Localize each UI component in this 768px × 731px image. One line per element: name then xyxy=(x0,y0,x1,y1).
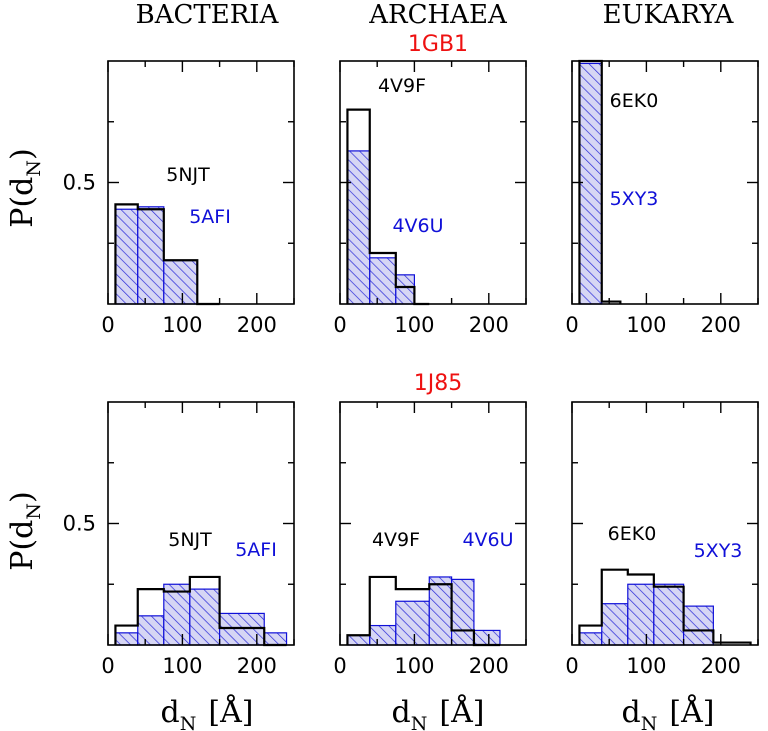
blue-series-label: 5XY3 xyxy=(694,540,743,562)
x-axis-label-text: d xyxy=(622,695,641,730)
blue-series-label: 5XY3 xyxy=(610,188,659,210)
black-series-label: 6EK0 xyxy=(608,523,657,545)
x-tick-label: 0 xyxy=(333,654,346,678)
blue-series-label: 4V6U xyxy=(462,529,513,551)
x-axis-label-unit: [Å] xyxy=(208,694,253,730)
blue-histogram-bar xyxy=(601,603,629,646)
x-tick-label: 0 xyxy=(101,654,114,678)
histogram-panel: 0 100 200 0.5 5NJT 5AFI xyxy=(63,60,295,337)
black-histogram-outline xyxy=(114,575,287,647)
y-axis-label-text: P(d xyxy=(5,177,40,228)
y-axis-label-subscript: N xyxy=(23,503,45,520)
blue-histogram-bar xyxy=(653,583,685,646)
black-histogram-outline xyxy=(578,59,622,304)
x-axis-label-unit: [Å] xyxy=(439,694,484,730)
x-tick-label: 200 xyxy=(469,313,509,337)
x-tick-label: 200 xyxy=(237,654,277,678)
row-title-1j85: 1J85 xyxy=(414,371,462,396)
y-axis-label-top: P(dN) xyxy=(5,148,45,227)
x-tick-label: 100 xyxy=(394,654,434,678)
blue-histogram-bar xyxy=(428,576,453,646)
blue-histogram-bar xyxy=(219,612,265,646)
x-axis-label-text: d xyxy=(392,695,411,730)
x-tick-label: 0 xyxy=(565,654,578,678)
x-tick-label: 200 xyxy=(701,313,741,337)
x-tick-label: 0 xyxy=(101,313,114,337)
y-axis-label-bottom: P(dN) xyxy=(5,491,45,570)
y-axis-label-subscript: N xyxy=(23,160,45,177)
black-series-label: 4V9F xyxy=(372,529,420,551)
x-axis-label-archaea: dN [Å] xyxy=(392,694,485,731)
blue-histogram-bar xyxy=(263,632,288,646)
x-tick-label: 100 xyxy=(626,654,666,678)
y-tick-label: 0.5 xyxy=(63,512,96,536)
x-axis-label-subscript: N xyxy=(641,713,658,731)
histogram-panel: 0 100 200 6EK0 5XY3 xyxy=(565,401,759,678)
x-axis-label-eukarya: dN [Å] xyxy=(622,694,715,731)
blue-histogram-bar xyxy=(114,208,139,305)
column-title-eukarya: EUKARYA xyxy=(603,0,735,30)
blue-histogram-bar xyxy=(473,629,501,646)
y-axis-label-text: P(d xyxy=(5,520,40,571)
blue-histogram-bar xyxy=(346,634,371,646)
blue-histogram-bar xyxy=(163,259,198,305)
black-series-label: 6EK0 xyxy=(610,90,659,112)
blue-series-label: 4V6U xyxy=(392,215,443,237)
x-tick-label: 100 xyxy=(162,313,202,337)
black-histogram-outline xyxy=(578,568,752,645)
y-axis-label-close: ) xyxy=(5,491,40,503)
y-axis-label-close: ) xyxy=(5,148,40,160)
blue-histogram-bar xyxy=(627,583,655,646)
blue-histogram-bar xyxy=(578,62,603,305)
blue-series-label: 5AFI xyxy=(189,206,231,228)
x-axis-label-unit: [Å] xyxy=(669,694,714,730)
x-tick-label: 100 xyxy=(394,313,434,337)
black-series-label: 5NJT xyxy=(168,529,212,551)
blue-histogram-bar xyxy=(682,605,714,646)
y-tick-label: 0.5 xyxy=(63,171,96,195)
blue-histogram-bar xyxy=(578,632,603,646)
blue-histogram-bar xyxy=(114,632,139,646)
row-title-1gb1: 1GB1 xyxy=(408,32,468,57)
blue-histogram-bar xyxy=(189,588,221,646)
black-series-label: 5NJT xyxy=(166,164,210,186)
blue-series-label: 5AFI xyxy=(235,539,277,561)
x-tick-label: 200 xyxy=(237,313,277,337)
black-histogram-outline xyxy=(346,575,500,647)
x-tick-label: 100 xyxy=(162,654,202,678)
histogram-panel: 0 100 200 0.5 5NJT 5AFI xyxy=(63,401,295,678)
black-histogram-outline xyxy=(114,203,220,306)
x-tick-label: 0 xyxy=(565,313,578,337)
blue-histogram-bar xyxy=(137,615,165,646)
blue-histogram-bar xyxy=(451,578,475,646)
black-series-label: 4V9F xyxy=(378,75,426,97)
column-title-bacteria: BACTERIA xyxy=(136,0,280,30)
blue-histogram-bar xyxy=(395,274,415,305)
histogram-panel: 0 100 200 4V9F 4V6U xyxy=(333,60,527,337)
x-axis-label-text: d xyxy=(161,695,180,730)
x-tick-label: 200 xyxy=(701,654,741,678)
x-axis-label-subscript: N xyxy=(180,713,197,731)
x-axis-label-subscript: N xyxy=(411,713,428,731)
blue-histogram-bar xyxy=(369,624,397,646)
x-tick-label: 200 xyxy=(469,654,509,678)
blue-histogram-bar xyxy=(369,257,397,305)
blue-histogram-bar xyxy=(395,600,430,646)
histogram-panel: 0 100 200 6EK0 5XY3 xyxy=(565,59,759,337)
blue-histogram-bar xyxy=(163,583,191,646)
column-title-archaea: ARCHAEA xyxy=(368,0,508,30)
histogram-panel: 0 100 200 4V9F 4V6U xyxy=(333,401,527,678)
x-tick-label: 0 xyxy=(333,313,346,337)
histogram-panels: 0 100 200 0.5 5NJT 5AFI 0 100 200 4V9F 4V6U 0 100 200… xyxy=(63,59,759,678)
blue-histogram-bar xyxy=(346,150,371,305)
x-tick-label: 100 xyxy=(626,313,666,337)
blue-histogram-bar xyxy=(137,206,165,305)
x-axis-label-bacteria: dN [Å] xyxy=(161,694,254,731)
